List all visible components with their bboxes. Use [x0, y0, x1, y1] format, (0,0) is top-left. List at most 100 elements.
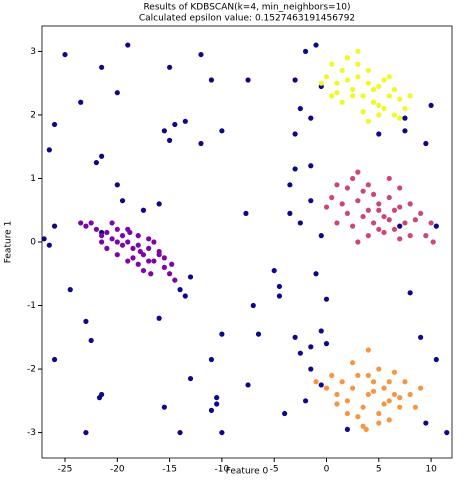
point	[344, 426, 351, 433]
point	[402, 128, 408, 134]
point	[161, 128, 167, 134]
point	[255, 331, 262, 337]
point	[407, 290, 413, 296]
point	[146, 236, 152, 242]
point	[376, 410, 382, 417]
point	[360, 93, 366, 99]
point	[119, 242, 126, 248]
y-tick-label: 0	[30, 238, 36, 248]
point	[109, 236, 115, 242]
point	[114, 90, 120, 96]
point	[370, 379, 377, 385]
point	[334, 80, 340, 86]
point	[140, 252, 147, 258]
point	[119, 233, 126, 239]
point	[271, 267, 277, 274]
point	[412, 404, 418, 410]
point	[88, 220, 94, 226]
point	[391, 86, 398, 93]
point	[187, 375, 194, 382]
point	[397, 404, 403, 410]
point	[167, 271, 173, 277]
point	[386, 93, 392, 99]
point	[376, 366, 382, 372]
point	[140, 207, 147, 213]
point	[140, 267, 147, 274]
point	[418, 210, 424, 217]
point	[125, 42, 131, 48]
point	[323, 296, 330, 302]
y-tick-label: -2	[27, 365, 36, 375]
point	[365, 233, 371, 239]
point	[99, 233, 105, 239]
x-tick-label: -20	[110, 465, 125, 475]
point	[391, 207, 398, 213]
point	[412, 217, 418, 223]
point	[313, 271, 319, 277]
point	[381, 229, 387, 236]
point	[433, 223, 439, 229]
point	[167, 64, 173, 70]
point	[292, 77, 298, 83]
point	[365, 391, 371, 398]
point	[156, 315, 162, 321]
point	[386, 379, 392, 385]
point	[127, 229, 133, 236]
point	[198, 51, 204, 58]
point	[46, 147, 52, 153]
point	[397, 236, 403, 242]
point	[308, 366, 314, 372]
point	[397, 223, 403, 229]
point	[355, 414, 361, 420]
point	[355, 169, 361, 175]
point	[370, 99, 377, 105]
x-tick-label: -5	[270, 465, 279, 475]
point	[83, 429, 89, 436]
point	[282, 410, 288, 417]
point	[245, 382, 251, 388]
point	[187, 274, 194, 280]
y-tick-label: 2	[30, 110, 36, 120]
point	[350, 360, 356, 366]
point	[151, 258, 157, 264]
point	[219, 128, 225, 134]
point	[177, 429, 183, 436]
x-axis-label: Feature 0	[226, 467, 269, 477]
point	[308, 163, 314, 169]
point	[114, 182, 120, 188]
point	[46, 242, 52, 248]
point	[313, 379, 319, 385]
point	[119, 198, 126, 204]
point	[329, 61, 335, 67]
point	[318, 80, 324, 86]
point	[386, 217, 392, 223]
point	[381, 401, 387, 407]
point	[161, 404, 167, 410]
point	[125, 258, 131, 264]
point	[397, 204, 403, 210]
point	[391, 112, 398, 118]
point	[344, 77, 351, 83]
point	[350, 223, 356, 229]
point	[423, 140, 429, 147]
point	[297, 105, 303, 112]
point	[318, 382, 324, 388]
point	[99, 153, 105, 159]
x-tick-label: 5	[376, 465, 382, 475]
point	[360, 109, 366, 115]
y-tick-label: -1	[27, 301, 36, 311]
point	[376, 201, 382, 207]
point	[99, 239, 105, 245]
point	[360, 423, 366, 429]
point	[156, 252, 162, 258]
point	[41, 236, 47, 242]
point	[313, 42, 319, 48]
point	[323, 74, 330, 80]
point	[302, 398, 309, 404]
point	[302, 48, 309, 55]
point	[177, 287, 183, 293]
point	[62, 51, 68, 58]
point	[402, 115, 408, 121]
point	[407, 201, 413, 207]
